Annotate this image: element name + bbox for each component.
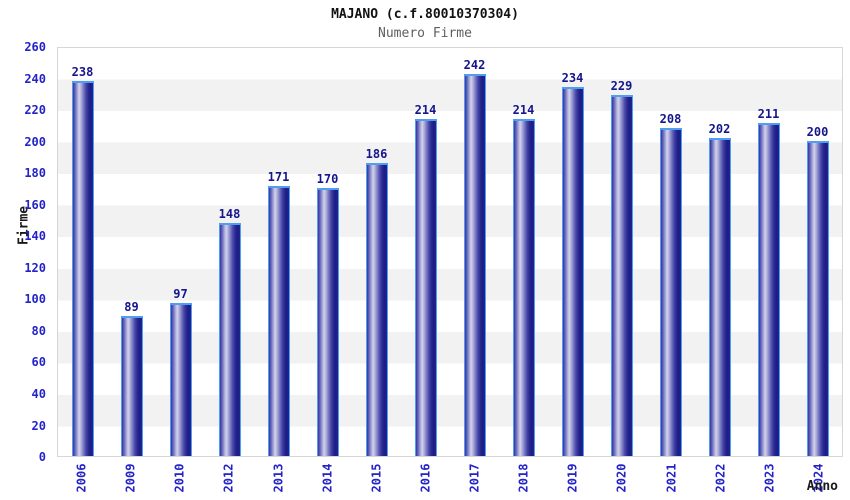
x-tick-slot: 2019 [548, 459, 597, 497]
x-tick-slot: 2009 [106, 459, 155, 497]
y-tick-label: 260 [24, 40, 46, 54]
bar [169, 303, 192, 456]
x-tick-label: 2020 [614, 463, 629, 493]
x-tick-label: 2019 [565, 463, 580, 493]
bar [414, 118, 437, 456]
x-tick-slot: 2017 [450, 459, 499, 497]
bar-value-label: 148 [218, 206, 241, 221]
x-tick-slot: 2016 [401, 459, 450, 497]
bar-slot: 242 [450, 48, 499, 456]
y-tick-label: 100 [24, 292, 46, 307]
y-tick-label: 60 [31, 355, 46, 370]
y-axis-ticks: 0 20 40 60 80 100 120 140 160 180 200 220 240 260 [0, 41, 52, 463]
bar-slot: 229 [597, 48, 646, 456]
y-tick-label: 200 [24, 134, 46, 149]
x-tick-slot: 2012 [204, 459, 253, 497]
bar [610, 94, 633, 456]
x-tick-label: 2022 [713, 463, 728, 493]
bar-value-label: 238 [71, 64, 94, 79]
x-tick-label: 2014 [320, 463, 335, 493]
bar-slot: 89 [107, 48, 156, 456]
x-tick-label: 2012 [221, 463, 236, 493]
bar-slot: 234 [548, 48, 597, 456]
bar-slot: 200 [793, 48, 842, 456]
bar-slot: 148 [205, 48, 254, 456]
y-tick-label: 140 [24, 229, 46, 244]
y-tick-label: 220 [24, 103, 46, 118]
bar [757, 123, 780, 456]
x-tick-label: 2013 [271, 463, 286, 493]
bar [316, 187, 339, 456]
bar-value-label: 208 [659, 112, 682, 126]
bar-value-label: 214 [512, 102, 535, 117]
x-tick-slot: 2020 [597, 459, 646, 497]
bar [659, 128, 682, 456]
y-tick-label: 120 [24, 260, 46, 275]
bars-layer: 238 89 97 148 171 170 186 214 242 214 234 229 208 202… [58, 48, 842, 456]
bar-value-label: 171 [267, 170, 290, 185]
bar [806, 140, 829, 456]
bar-value-label: 170 [316, 171, 339, 186]
bar-slot: 171 [254, 48, 303, 456]
y-tick-label: 180 [24, 166, 46, 181]
bar [708, 137, 731, 456]
x-tick-label: 2017 [467, 463, 482, 493]
bar-slot: 208 [646, 48, 695, 456]
x-tick-slot: 2014 [303, 459, 352, 497]
x-tick-label: 2010 [172, 463, 187, 493]
bar-value-label: 229 [610, 78, 633, 93]
bar-value-label: 186 [365, 146, 388, 161]
bar [71, 80, 94, 456]
x-tick-slot: 2010 [155, 459, 204, 497]
bar-value-label: 214 [414, 102, 437, 117]
bar [512, 118, 535, 456]
bar-value-label: 242 [463, 58, 486, 73]
x-tick-slot: 2021 [647, 459, 696, 497]
x-tick-label: 2018 [516, 463, 531, 493]
chart-title: MAJANO (c.f.80010370304) [331, 7, 519, 22]
x-tick-label: 2009 [123, 463, 138, 493]
bar [120, 315, 143, 456]
bar-slot: 97 [156, 48, 205, 456]
bar-value-label: 200 [806, 124, 829, 139]
bar [218, 222, 241, 456]
y-tick-label: 40 [31, 386, 46, 401]
bar-slot: 211 [744, 48, 793, 456]
x-tick-slot: 2023 [745, 459, 794, 497]
chart-subtitle: Numero Firme [378, 26, 472, 41]
bar-value-label: 89 [124, 299, 139, 314]
y-tick-label: 240 [24, 71, 46, 86]
x-tick-label: 2016 [418, 463, 433, 493]
bar-slot: 202 [695, 48, 744, 456]
bar-value-label: 211 [757, 107, 780, 122]
bar-value-label: 97 [173, 287, 188, 301]
bar [365, 162, 388, 456]
x-tick-slot: 2015 [352, 459, 401, 497]
y-tick-label: 0 [38, 450, 46, 464]
x-tick-label: 2023 [762, 463, 777, 493]
x-tick-slot: 2013 [254, 459, 303, 497]
bar [561, 87, 584, 456]
y-tick-label: 160 [24, 197, 46, 212]
bar-slot: 214 [401, 48, 450, 456]
bar [267, 186, 290, 456]
y-tick-label: 80 [31, 323, 46, 338]
bar-slot: 238 [58, 48, 107, 456]
bar-slot: 214 [499, 48, 548, 456]
x-axis-labels: 2006 2009 2010 2012 2013 2014 2015 2016 2017 2018… [57, 459, 843, 497]
x-tick-slot: 2022 [696, 459, 745, 497]
x-tick-slot: 2018 [499, 459, 548, 497]
bar-slot: 186 [352, 48, 401, 456]
x-tick-slot: 2006 [57, 459, 106, 497]
bar-value-label: 234 [561, 71, 584, 85]
plot-area: 238 89 97 148 171 170 186 214 242 214 234 229 208 202… [57, 47, 843, 457]
x-tick-label: 2006 [74, 463, 89, 493]
x-tick-label: 2021 [664, 463, 679, 493]
bar-value-label: 202 [708, 121, 731, 136]
x-tick-label: 2015 [369, 463, 384, 493]
y-tick-label: 20 [31, 418, 46, 433]
bar-slot: 170 [303, 48, 352, 456]
x-axis-title: Anno [806, 479, 838, 494]
bar [463, 74, 486, 456]
